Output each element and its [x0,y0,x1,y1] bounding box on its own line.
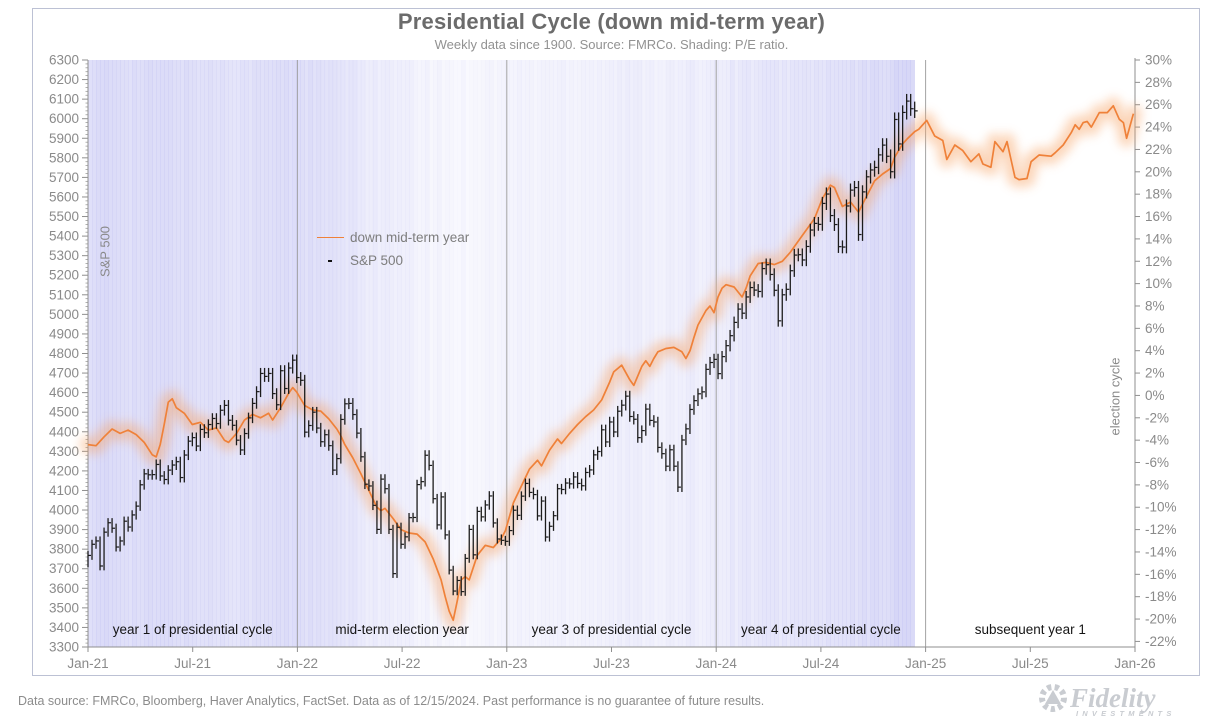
phase-label-4: year 4 of presidential cycle [740,622,901,637]
legend: down mid-term year S&P 500 [317,226,469,272]
chart-subtitle: Weekly data since 1900. Source: FMRCo. S… [434,37,789,52]
svg-text:0%: 0% [1145,388,1165,403]
svg-text:5900: 5900 [49,131,79,146]
svg-text:4000: 4000 [49,503,79,518]
svg-text:-2%: -2% [1145,410,1169,425]
svg-text:5700: 5700 [49,170,79,185]
right-axis-title: election cycle [1107,357,1123,436]
svg-text:Jan-24: Jan-24 [696,656,738,671]
svg-text:-12%: -12% [1145,522,1177,537]
svg-text:4600: 4600 [49,385,79,400]
svg-text:8%: 8% [1145,298,1165,313]
svg-text:-4%: -4% [1145,433,1169,448]
svg-text:4100: 4100 [49,483,79,498]
phase-label-1: year 1 of presidential cycle [112,622,273,637]
chart-canvas: 6300 6200 6100 6000 5900 5800 5700 5600 5500 5400… [49,53,1177,672]
svg-text:Jan-26: Jan-26 [1114,656,1155,671]
fidelity-investments-text: INVESTMENTS [1076,709,1176,718]
svg-text:5800: 5800 [49,150,79,165]
svg-text:4%: 4% [1145,343,1165,358]
phase-label-2: mid-term election year [335,622,469,637]
chart-title: Presidential Cycle (down mid-term year) [397,9,826,34]
svg-text:Jul-24: Jul-24 [803,656,840,671]
svg-text:3900: 3900 [49,522,79,537]
svg-text:3300: 3300 [49,640,79,655]
phase-label-5: subsequent year 1 [974,622,1086,637]
svg-text:4200: 4200 [49,463,79,478]
svg-text:30%: 30% [1145,53,1172,68]
svg-text:12%: 12% [1145,254,1172,269]
svg-text:Jul-25: Jul-25 [1012,656,1049,671]
svg-text:5000: 5000 [49,307,79,322]
svg-text:Jan-21: Jan-21 [67,656,108,671]
svg-text:4500: 4500 [49,405,79,420]
fidelity-wordmark: Fidelity [1069,683,1156,713]
phase-label-3: year 3 of presidential cycle [531,622,692,637]
svg-text:-10%: -10% [1145,500,1177,515]
svg-text:Jul-23: Jul-23 [593,656,630,671]
svg-text:24%: 24% [1145,120,1172,135]
svg-text:5300: 5300 [49,248,79,263]
svg-text:-16%: -16% [1145,567,1177,582]
svg-text:22%: 22% [1145,142,1172,157]
footnote: Data source: FMRCo, Bloomberg, Haver Ana… [18,694,765,708]
svg-text:6300: 6300 [49,53,79,68]
svg-text:3600: 3600 [49,581,79,596]
svg-text:5100: 5100 [49,287,79,302]
svg-text:-20%: -20% [1145,612,1177,627]
svg-text:Jul-22: Jul-22 [384,656,421,671]
svg-text:10%: 10% [1145,276,1172,291]
svg-text:4800: 4800 [49,346,79,361]
svg-text:5400: 5400 [49,229,79,244]
svg-text:5200: 5200 [49,268,79,283]
svg-text:-18%: -18% [1145,589,1177,604]
svg-text:5500: 5500 [49,209,79,224]
svg-text:-14%: -14% [1145,544,1177,559]
left-axis-title: S&P 500 [97,225,113,278]
svg-text:6000: 6000 [49,111,79,126]
svg-text:3400: 3400 [49,620,79,635]
svg-text:Jan-23: Jan-23 [486,656,527,671]
svg-text:-22%: -22% [1145,634,1177,649]
svg-text:4400: 4400 [49,424,79,439]
svg-text:26%: 26% [1145,97,1172,112]
svg-text:6200: 6200 [49,72,79,87]
orange-line-swatch [317,237,344,238]
svg-text:5600: 5600 [49,189,79,204]
svg-text:3800: 3800 [49,542,79,557]
svg-text:-6%: -6% [1145,455,1169,470]
svg-text:18%: 18% [1145,187,1172,202]
svg-text:16%: 16% [1145,209,1172,224]
legend-item-cycle: down mid-term year [317,226,469,249]
legend-label-sp500: S&P 500 [350,253,404,268]
svg-text:6%: 6% [1145,321,1165,336]
svg-text:20%: 20% [1145,164,1172,179]
svg-text:4300: 4300 [49,444,79,459]
svg-text:4900: 4900 [49,326,79,341]
legend-item-sp500: S&P 500 [317,249,469,272]
svg-text:-8%: -8% [1145,477,1169,492]
svg-text:2%: 2% [1145,366,1165,381]
svg-text:Jan-25: Jan-25 [905,656,946,671]
svg-text:14%: 14% [1145,231,1172,246]
legend-label-cycle: down mid-term year [350,230,470,245]
svg-text:3700: 3700 [49,561,79,576]
svg-text:6100: 6100 [49,92,79,107]
svg-text:Jul-21: Jul-21 [174,656,211,671]
svg-text:3500: 3500 [49,600,79,615]
fidelity-sunburst-icon [1039,684,1067,712]
sp500-marker-swatch [328,259,332,262]
fidelity-logo: Fidelity INVESTMENTS [1039,683,1176,718]
svg-text:4700: 4700 [49,366,79,381]
svg-text:Jan-22: Jan-22 [277,656,318,671]
svg-text:28%: 28% [1145,75,1172,90]
